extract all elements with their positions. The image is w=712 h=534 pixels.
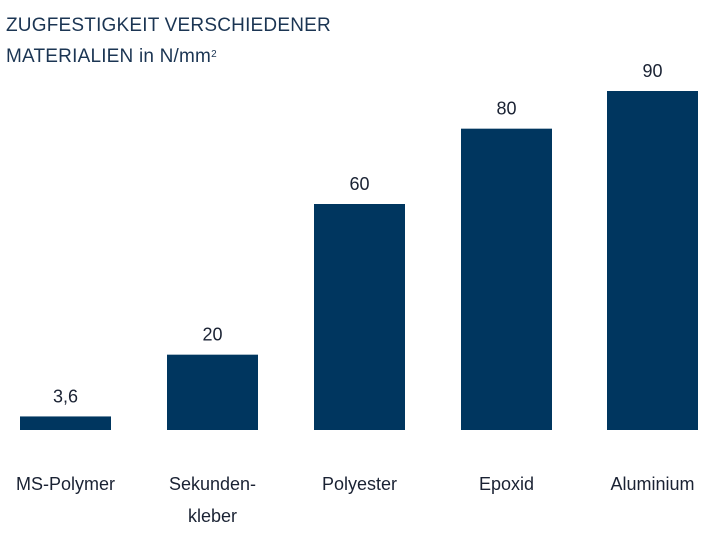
bar [314, 204, 405, 430]
chart-title-line2: MATERIALIEN in N/mm2 [6, 41, 331, 72]
chart-title: ZUGFESTIGKEIT VERSCHIEDENER MATERIALIEN … [6, 10, 331, 72]
chart-title-text: MATERIALIEN in N/mm [6, 46, 212, 67]
data-label: 90 [642, 61, 662, 81]
chart-title-line1: ZUGFESTIGKEIT VERSCHIEDENER [6, 15, 331, 36]
data-label: 20 [202, 325, 222, 345]
data-label: 60 [349, 174, 369, 194]
bar [20, 416, 111, 430]
category-label: MS-Polymer [16, 474, 115, 494]
category-label: Aluminium [610, 474, 694, 494]
category-label: Epoxid [479, 474, 534, 494]
category-label: Polyester [322, 474, 397, 494]
data-label: 3,6 [53, 386, 78, 406]
chart-title-superscript: 2 [211, 49, 217, 60]
bar [607, 91, 698, 430]
bar [167, 354, 258, 430]
data-label: 80 [496, 99, 516, 119]
category-label: kleber [188, 506, 237, 526]
category-label: Sekunden- [169, 474, 256, 494]
bar [461, 128, 552, 430]
